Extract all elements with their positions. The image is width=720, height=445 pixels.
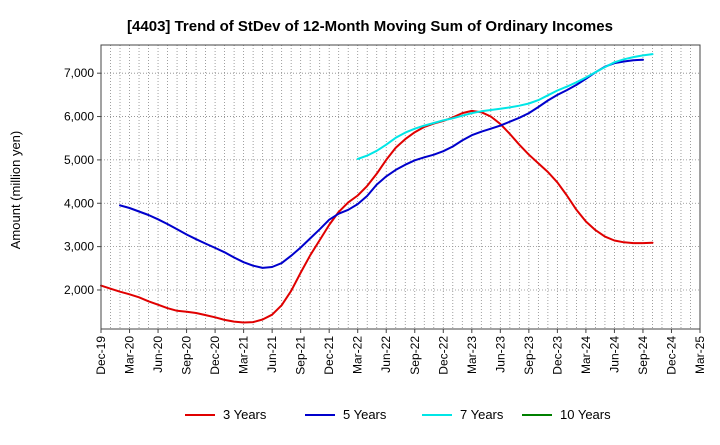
x-tick-label: Sep-20 [180, 336, 194, 375]
y-axis-label: Amount (million yen) [8, 131, 23, 250]
legend-label-10-years: 10 Years [560, 407, 611, 422]
x-tick-label: Jun-23 [493, 336, 507, 373]
x-tick-label: Jun-20 [151, 336, 165, 373]
x-tick-label: Sep-23 [522, 336, 536, 375]
x-tick-label: Dec-19 [94, 336, 108, 375]
x-tick-label: Mar-25 [693, 336, 707, 374]
y-tick-label: 6,000 [64, 110, 94, 124]
x-tick-label: Mar-24 [579, 336, 593, 374]
legend-label-5-years: 5 Years [343, 407, 387, 422]
x-tick-label: Sep-24 [636, 336, 650, 375]
x-tick-label: Dec-21 [322, 336, 336, 375]
x-tick-label: Jun-22 [379, 336, 393, 373]
x-tick-label: Jun-24 [607, 336, 621, 373]
x-axis-ticks: Dec-19 Mar-20 Jun-20 Sep-20 Dec-20 Mar-21 Jun-… [94, 329, 707, 375]
series-lines [100, 53, 654, 324]
y-tick-label: 2,000 [64, 283, 94, 297]
y-tick-label: 4,000 [64, 196, 94, 210]
series-line-5-years [119, 58, 644, 269]
series-line-7-years [356, 53, 654, 160]
x-tick-label: Mar-23 [465, 336, 479, 374]
legend: 3 Years 5 Years 7 Years 10 Years [185, 407, 611, 422]
x-tick-label: Mar-22 [351, 336, 365, 374]
x-tick-label: Mar-20 [123, 336, 137, 374]
y-tick-label: 5,000 [64, 153, 94, 167]
y-axis-ticks: 2,000 3,000 4,000 5,000 6,000 7,000 [64, 66, 101, 297]
x-tick-label: Jun-21 [265, 336, 279, 373]
x-tick-label: Sep-22 [408, 336, 422, 375]
x-tick-label: Dec-20 [208, 336, 222, 375]
y-tick-label: 3,000 [64, 240, 94, 254]
x-tick-label: Dec-24 [664, 336, 678, 375]
series-line-3-years [100, 109, 654, 324]
x-tick-label: Sep-21 [294, 336, 308, 375]
y-tick-label: 7,000 [64, 66, 94, 80]
grid [101, 45, 700, 329]
plot-frame [100, 44, 701, 330]
x-tick-label: Dec-22 [436, 336, 450, 375]
x-tick-label: Dec-23 [550, 336, 564, 375]
legend-label-7-years: 7 Years [460, 407, 504, 422]
legend-label-3-years: 3 Years [223, 407, 267, 422]
chart-title: [4403] Trend of StDev of 12-Month Moving… [127, 18, 613, 35]
x-tick-label: Mar-21 [237, 336, 251, 374]
